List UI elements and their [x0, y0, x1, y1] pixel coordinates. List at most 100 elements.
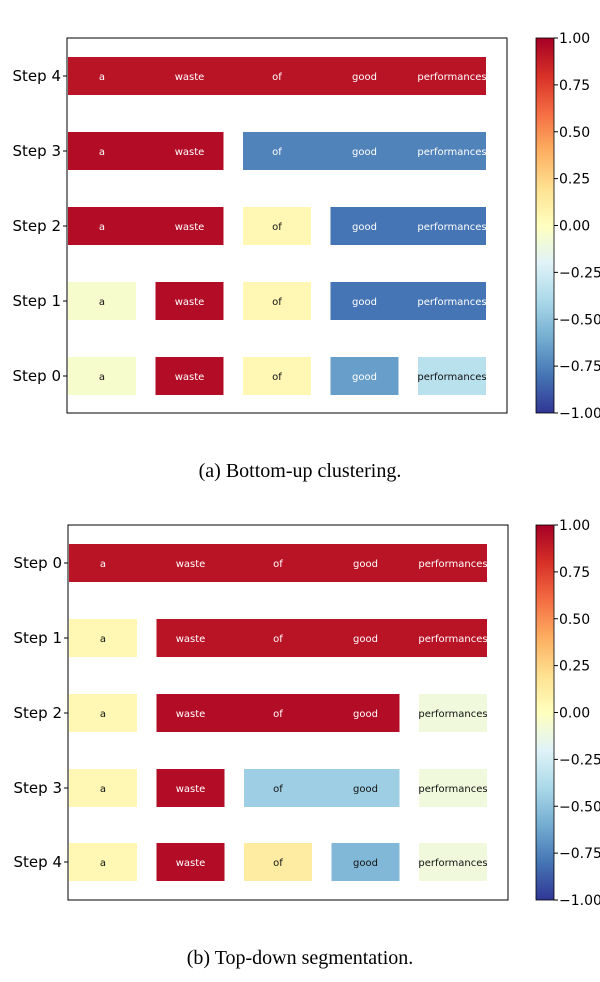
word-label: waste	[175, 147, 205, 158]
segment-cell	[244, 769, 400, 807]
word-label: performances	[417, 372, 486, 383]
word-label: performances	[417, 297, 486, 308]
word-label: of	[272, 372, 282, 383]
caption-top-down-segmentation: (b) Top-down segmentation.	[186, 947, 414, 969]
panel-top-down-segmentation: Step 0 a waste of good performances Step 1 a was…	[14, 518, 600, 909]
word-label: good	[353, 634, 378, 645]
colorbar-tick-label: −1.00	[559, 406, 600, 422]
word-label: a	[100, 784, 106, 795]
segment-cell	[68, 132, 224, 170]
row-label: Step 3	[13, 142, 61, 160]
word-label: performances	[418, 784, 487, 795]
colorbar-tick-label: 0.75	[559, 565, 590, 581]
colorbar-tick-label: −0.50	[559, 312, 600, 328]
row-label: Step 4	[13, 67, 61, 85]
caption-bottom-up-clustering: (a) Bottom-up clustering.	[198, 460, 402, 482]
row-label: Step 2	[13, 217, 61, 235]
segment-cell	[330, 207, 486, 245]
colorbar-tick-label: −0.75	[559, 846, 600, 862]
segment-cell	[419, 694, 487, 732]
colorbar-tick-label: 1.00	[559, 518, 590, 534]
segment-cell	[155, 357, 224, 395]
colorbar-tick-label: 0.50	[559, 125, 590, 141]
segment-cell	[156, 843, 225, 881]
row-label: Step 2	[14, 704, 62, 722]
segment-cell	[69, 694, 137, 732]
segment-cell	[244, 843, 312, 881]
word-label: performances	[417, 222, 486, 233]
word-label: performances	[418, 559, 487, 570]
word-label: good	[352, 372, 377, 383]
word-label: of	[272, 297, 282, 308]
row-label: Step 1	[13, 292, 61, 310]
colorbar-tick-label: 0.50	[559, 612, 590, 628]
row-label: Step 3	[14, 779, 62, 797]
segment-cell	[418, 357, 486, 395]
word-label: good	[352, 147, 377, 158]
row-label: Step 1	[14, 629, 62, 647]
colorbar-tick-label: −0.25	[559, 265, 600, 281]
segment-cell	[156, 769, 225, 807]
segment-cell	[69, 619, 137, 657]
word-label: of	[273, 559, 283, 570]
colorbar-tick-label: 0.00	[559, 219, 590, 235]
word-label: waste	[175, 222, 205, 233]
colorbar-tick-label: 0.75	[559, 78, 590, 94]
panel-bottom-up-clustering: Step 4 a waste of good performances Step 3 a was…	[13, 31, 600, 422]
colorbar	[535, 37, 555, 414]
word-label: of	[273, 709, 283, 720]
word-label: performances	[417, 147, 486, 158]
word-label: good	[353, 709, 378, 720]
row-label: Step 0	[14, 554, 62, 572]
word-label: of	[272, 222, 282, 233]
segment-cell	[69, 843, 137, 881]
segment-cell	[68, 357, 136, 395]
segment-cell	[243, 282, 311, 320]
segment-cell	[155, 282, 224, 320]
word-label: a	[99, 72, 105, 83]
word-label: a	[99, 372, 105, 383]
word-label: good	[353, 559, 378, 570]
word-label: waste	[175, 72, 205, 83]
segment-cell	[330, 282, 486, 320]
segment-cell	[69, 769, 137, 807]
segment-cell	[243, 357, 311, 395]
word-label: of	[273, 634, 283, 645]
word-label: a	[100, 634, 106, 645]
colorbar-tick-label: 0.00	[559, 706, 590, 722]
row-label: Step 0	[13, 367, 61, 385]
word-label: good	[353, 784, 378, 795]
word-label: of	[272, 147, 282, 158]
segment-cell	[68, 207, 224, 245]
colorbar-tick-label: 0.25	[559, 172, 590, 188]
word-label: waste	[175, 372, 205, 383]
segment-cell	[69, 544, 487, 582]
colorbar-tick-label: 0.25	[559, 659, 590, 675]
segment-cell	[68, 282, 136, 320]
word-label: performances	[418, 709, 487, 720]
segment-cell	[156, 619, 487, 657]
word-label: a	[100, 559, 106, 570]
word-label: a	[100, 709, 106, 720]
segment-cell	[156, 694, 400, 732]
word-label: a	[100, 858, 106, 869]
row-label: Step 4	[14, 853, 62, 871]
segment-cell	[330, 357, 399, 395]
segment-cell	[243, 132, 486, 170]
colorbar-tick-label: −0.25	[559, 752, 600, 768]
word-label: waste	[175, 297, 205, 308]
word-label: performances	[417, 72, 486, 83]
segment-cell	[419, 843, 487, 881]
word-label: performances	[418, 858, 487, 869]
word-label: a	[99, 147, 105, 158]
word-label: performances	[418, 634, 487, 645]
word-label: of	[273, 784, 283, 795]
word-label: good	[353, 858, 378, 869]
colorbar-tick-label: −0.50	[559, 799, 600, 815]
segment-cell	[331, 843, 400, 881]
segment-cell	[243, 207, 311, 245]
word-label: waste	[176, 709, 206, 720]
word-label: good	[352, 222, 377, 233]
word-label: a	[99, 297, 105, 308]
